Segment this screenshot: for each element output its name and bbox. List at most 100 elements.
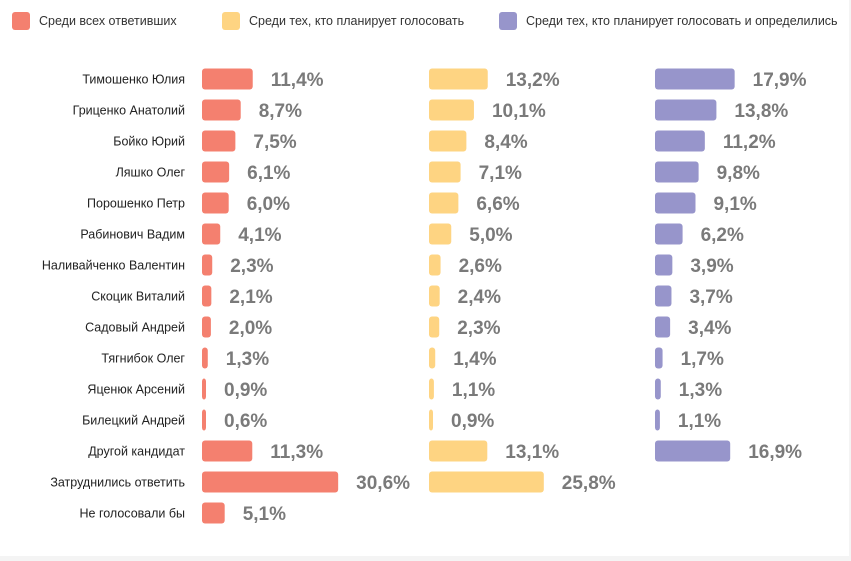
bar-series-0-row-7 xyxy=(202,285,212,307)
legend-label-planning: Среди тех, кто планирует голосовать xyxy=(249,14,465,28)
bar-series-1-row-11 xyxy=(429,409,434,431)
bar-series-0-row-6 xyxy=(202,254,213,276)
bar-series-2-row-10 xyxy=(655,378,661,400)
bar-series-2-row-1 xyxy=(655,99,717,121)
bar-series-1-row-5 xyxy=(429,223,452,245)
bar-series-2-row-2 xyxy=(655,130,705,152)
category-label: Скоцик Виталий xyxy=(91,290,185,304)
legend-label-decided: Среди тех, кто планирует голосовать и оп… xyxy=(526,14,838,28)
category-label: Билецкий Андрей xyxy=(82,414,185,428)
legend-swatch-all xyxy=(12,12,30,30)
value-label: 30,6% xyxy=(356,473,410,494)
bar-series-2-row-8 xyxy=(655,316,671,338)
bar-series-0-row-9 xyxy=(202,347,208,369)
value-label: 0,9% xyxy=(224,380,267,401)
value-label: 3,4% xyxy=(688,318,731,339)
value-label: 2,3% xyxy=(230,256,273,277)
value-label: 25,8% xyxy=(562,473,616,494)
value-label: 5,0% xyxy=(469,225,512,246)
value-label: 7,1% xyxy=(479,163,522,184)
legend-item-all: Среди всех ответивших xyxy=(12,11,177,31)
bar-series-2-row-7 xyxy=(655,285,672,307)
bar-series-0-row-4 xyxy=(202,192,229,214)
bar-series-0-row-5 xyxy=(202,223,221,245)
bar-series-2-row-11 xyxy=(655,409,660,431)
legend-swatch-planning xyxy=(222,12,240,30)
bar-series-2-row-9 xyxy=(655,347,663,369)
category-label: Рабинович Вадим xyxy=(80,228,185,242)
value-label: 2,3% xyxy=(457,318,500,339)
category-label: Другой кандидат xyxy=(88,445,185,459)
value-label: 16,9% xyxy=(748,442,802,463)
category-label: Не голосовали бы xyxy=(80,507,186,521)
category-label: Бойко Юрий xyxy=(113,135,185,149)
value-label: 13,2% xyxy=(506,70,560,91)
value-label: 1,3% xyxy=(226,349,269,370)
bar-series-0-row-11 xyxy=(202,409,206,431)
legend-label-all: Среди всех ответивших xyxy=(39,14,177,28)
bar-series-0-row-12 xyxy=(202,440,253,462)
value-label: 2,0% xyxy=(229,318,272,339)
value-label: 9,1% xyxy=(713,194,756,215)
value-label: 1,1% xyxy=(678,411,721,432)
value-label: 1,4% xyxy=(453,349,496,370)
bar-series-2-row-0 xyxy=(655,68,735,90)
value-label: 3,7% xyxy=(689,287,732,308)
bar-series-1-row-4 xyxy=(429,192,459,214)
value-label: 0,6% xyxy=(224,411,267,432)
bar-series-1-row-7 xyxy=(429,285,440,307)
bar-series-0-row-3 xyxy=(202,161,230,183)
value-label: 8,4% xyxy=(484,132,527,153)
bar-series-2-row-6 xyxy=(655,254,673,276)
bar-series-1-row-3 xyxy=(429,161,461,183)
category-label: Тягнибок Олег xyxy=(101,352,185,366)
bar-series-1-row-1 xyxy=(429,99,474,121)
value-label: 1,1% xyxy=(452,380,495,401)
value-label: 0,9% xyxy=(451,411,494,432)
legend-item-decided: Среди тех, кто планирует голосовать и оп… xyxy=(499,11,838,31)
value-label: 9,8% xyxy=(717,163,760,184)
value-label: 17,9% xyxy=(753,70,807,91)
value-label: 2,6% xyxy=(459,256,502,277)
value-label: 6,0% xyxy=(247,194,290,215)
bar-series-2-row-3 xyxy=(655,161,699,183)
value-label: 7,5% xyxy=(253,132,296,153)
bar-series-1-row-10 xyxy=(429,378,434,400)
value-label: 6,1% xyxy=(247,163,290,184)
bar-series-1-row-9 xyxy=(429,347,436,369)
value-label: 13,1% xyxy=(505,442,559,463)
value-label: 11,3% xyxy=(270,442,323,463)
category-label: Садовый Андрей xyxy=(85,321,185,335)
value-label: 2,1% xyxy=(229,287,272,308)
bar-series-1-row-0 xyxy=(429,68,488,90)
legend-item-planning: Среди тех, кто планирует голосовать xyxy=(222,11,464,31)
value-label: 6,6% xyxy=(476,194,519,215)
bar-series-0-row-8 xyxy=(202,316,211,338)
bar-series-1-row-13 xyxy=(429,471,544,493)
bar-series-1-row-12 xyxy=(429,440,488,462)
bar-series-0-row-14 xyxy=(202,502,225,524)
value-label: 1,7% xyxy=(681,349,724,370)
bar-series-2-row-12 xyxy=(655,440,731,462)
bar-series-0-row-1 xyxy=(202,99,241,121)
value-label: 8,7% xyxy=(259,101,302,122)
category-label: Ляшко Олег xyxy=(116,166,186,180)
value-label: 11,2% xyxy=(723,132,776,153)
bar-series-0-row-13 xyxy=(202,471,339,493)
bar-series-1-row-2 xyxy=(429,130,467,152)
legend-swatch-decided xyxy=(499,12,517,30)
value-label: 13,8% xyxy=(734,101,788,122)
category-label: Яценюк Арсений xyxy=(87,383,185,397)
value-label: 11,4% xyxy=(271,70,324,91)
value-label: 5,1% xyxy=(243,504,286,525)
value-label: 1,3% xyxy=(679,380,722,401)
bar-series-0-row-10 xyxy=(202,378,207,400)
value-label: 10,1% xyxy=(492,101,546,122)
value-label: 2,4% xyxy=(458,287,501,308)
value-label: 6,2% xyxy=(701,225,744,246)
category-label: Порошенко Петр xyxy=(87,197,185,211)
value-label: 3,9% xyxy=(690,256,733,277)
bar-series-1-row-6 xyxy=(429,254,441,276)
